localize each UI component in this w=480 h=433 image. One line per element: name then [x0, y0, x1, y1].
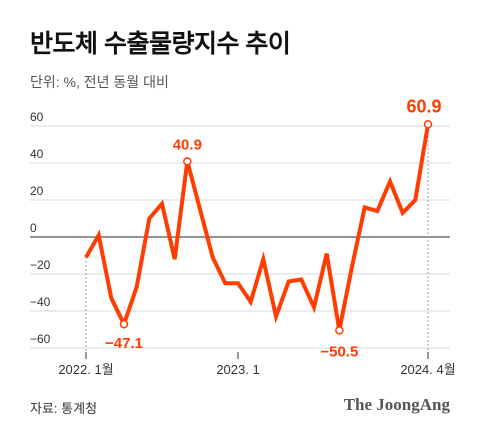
x-tick-label: 2022. 1월: [58, 362, 113, 377]
markers: [119, 120, 433, 335]
y-tick-label: 20: [30, 184, 44, 198]
data-label: 60.9: [406, 96, 441, 116]
data-point-marker: [119, 319, 129, 329]
data-point-marker: [423, 120, 433, 129]
chart-subtitle: 단위: %, 전년 동월 대비: [30, 74, 169, 90]
y-tick-label: −40: [30, 295, 51, 309]
x-tick-label: 2024. 4월: [400, 362, 455, 377]
y-tick-label: −20: [30, 258, 51, 272]
y-tick-label: −60: [30, 332, 51, 346]
data-point-marker: [183, 157, 192, 166]
x-tick-label: 2023. 1: [216, 362, 259, 377]
y-tick-label: 0: [30, 221, 37, 235]
publisher-logo: The JoongAng: [343, 395, 450, 414]
guide-lines: [85, 124, 429, 356]
y-tick-label: 60: [30, 110, 44, 124]
y-axis-ticks: 60 40 20 0 −20 −40 −60: [30, 110, 51, 346]
series-line: [84, 123, 430, 331]
series: [84, 123, 430, 331]
data-label: 40.9: [173, 136, 202, 153]
data-point-marker: [335, 326, 344, 335]
source-note: 자료: 통계청: [30, 401, 98, 416]
grid: [30, 125, 450, 349]
chart-title: 반도체 수출물량지수 추이: [30, 30, 291, 58]
data-labels: −47.1 40.9 −50.5 60.9: [105, 96, 442, 360]
data-label: −50.5: [320, 343, 358, 360]
y-tick-label: 40: [30, 147, 44, 161]
x-axis-ticks: 2022. 1월 2023. 1 2024. 4월: [58, 352, 456, 377]
data-label: −47.1: [105, 335, 143, 352]
